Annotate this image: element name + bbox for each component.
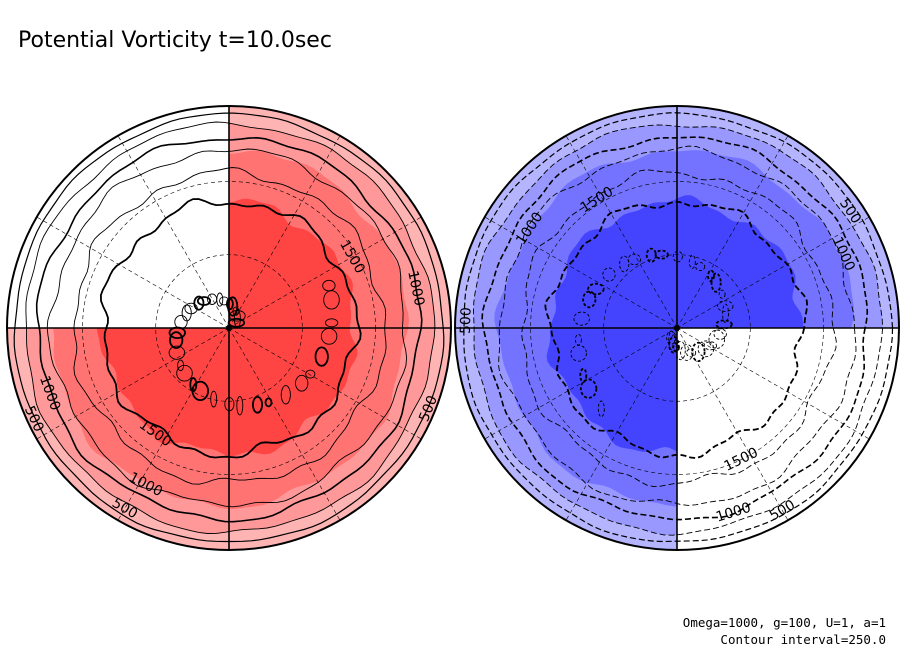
southern-hemisphere-eddy-14 [602,267,616,282]
southern-hemisphere-grid-meridian-8 [565,135,678,329]
southern-hemisphere-eddy-26 [680,344,694,361]
northern-hemisphere-eddy-8 [236,396,244,416]
southern-hemisphere-grid-meridian-10 [676,135,789,329]
northern-hemisphere-grid-meridian-4 [117,327,230,521]
northern-hemisphere-eddy-23 [323,290,340,310]
northern-hemisphere-grid-meridian-8 [117,135,230,329]
parameter-note: Omega=1000, g=100, U=1, a=1 [683,615,886,630]
southern-hemisphere-contour-label-2: 500 [458,307,475,334]
southern-hemisphere-grid-meridian-7 [484,216,678,329]
northern-hemisphere-grid-meridian-10 [228,135,341,329]
northern-hemisphere-eddy-19 [168,345,186,360]
northern-hemisphere-eddy-18 [314,346,329,367]
figure-title: Potential Vorticity t=10.0sec [18,28,332,53]
northern-hemisphere-grid-meridian-11 [228,216,422,329]
southern-hemisphere-eddy-3 [579,378,598,399]
southern-hemisphere-pole-dot [674,325,680,331]
southern-hemisphere-grid-meridian-11 [676,216,870,329]
northern-hemisphere-grid-meridian-7 [36,216,230,329]
northern-hemisphere-pole-dot [226,325,232,331]
northern-hemisphere-grid-meridian-5 [36,327,230,440]
southern-hemisphere-eddy-12 [707,269,715,283]
northern-hemisphere-eddy-32 [177,359,185,372]
southern-hemisphere-eddy-31 [697,340,715,358]
southern-hemisphere-eddy-28 [722,303,729,324]
northern-hemisphere-eddy-26 [295,374,309,392]
northern-hemisphere-eddy-0 [264,397,273,408]
northern-hemisphere-eddy-9 [193,295,205,311]
northern-hemisphere-eddy-5 [305,369,316,379]
northern-hemisphere-grid-meridian-1 [228,327,422,440]
southern-hemisphere-eddy-4 [688,254,696,269]
southern-hemisphere-eddy-25 [695,262,706,272]
southern-hemisphere-eddy-21 [668,335,680,354]
southern-hemisphere-eddy-7 [716,300,734,312]
northern-hemisphere-boundary [6,105,452,551]
southern-hemisphere-boundary [454,105,900,551]
southern-hemisphere-eddy-18 [691,341,706,362]
northern-hemisphere-eddy-11 [176,364,193,382]
southern-hemisphere-grid-meridian-5 [484,327,678,440]
southern-hemisphere-eddy-15 [715,319,733,330]
southern-hemisphere-eddy-10 [703,341,718,351]
southern-hemisphere-grid-meridian-1 [676,327,870,440]
southern-hemisphere-eddy-5 [686,348,697,358]
southern-hemisphere-eddy-1 [619,255,630,273]
northern-hemisphere-eddy-6 [169,331,184,349]
northern-hemisphere-contour-label-3: 1000 [404,269,427,307]
southern-hemisphere-eddy-16 [597,400,605,418]
northern-hemisphere-grid-meridian-2 [228,327,341,521]
northern-hemisphere-eddy-30 [196,296,212,306]
southern-hemisphere-contour-3 [498,145,857,506]
northern-hemisphere-eddy-22 [184,302,198,315]
southern-hemisphere-eddy-20 [718,289,726,299]
southern-hemisphere-eddy-30 [654,249,669,260]
southern-hemisphere-eddy-27 [587,282,605,296]
southern-hemisphere-eddy-29 [666,330,677,345]
northern-hemisphere-eddy-10 [324,318,339,328]
southern-hemisphere-grid-meridian-4 [565,327,678,521]
northern-hemisphere-eddy-33 [227,296,239,317]
northern-hemisphere-eddy-17 [207,293,218,305]
contour-interval-note: Contour interval=250.0 [720,632,886,647]
southern-hemisphere-eddy-33 [710,272,722,293]
hemisphere-panels: 5001000150010005001500100050010001500500… [6,105,900,551]
northern-hemisphere-eddy-21 [251,395,263,414]
southern-hemisphere-eddy-19 [573,311,590,326]
northern-hemisphere-eddy-13 [280,385,291,405]
southern-hemisphere-grid-meridian-2 [676,327,789,521]
southern-hemisphere-eddy-23 [708,329,726,349]
southern-hemisphere-eddy-32 [574,333,582,346]
